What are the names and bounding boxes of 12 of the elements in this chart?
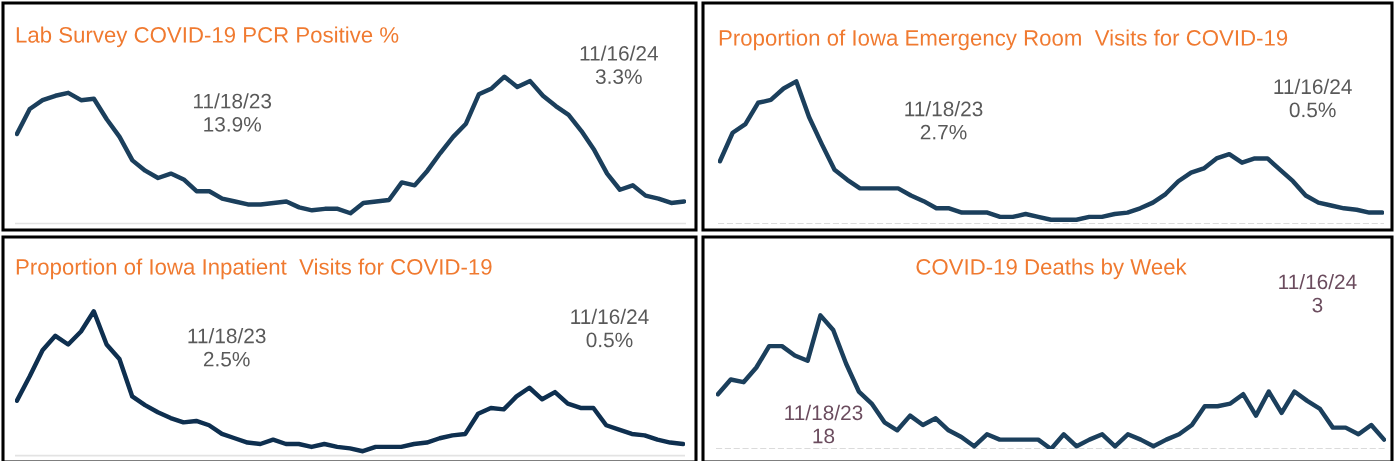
annotation: 11/16/24 3.3% [580,45,658,84]
chart-title: COVID-19 Deaths by Week [916,258,1187,280]
chart-title: Lab Survey COVID-19 PCR Positive % [16,26,399,48]
chart-title: Proportion of Iowa Inpatient Visits for COVID-19 [16,258,492,280]
annotation: 11/18/23 2.7% [905,101,983,140]
annotation: 11/18/23 13.9% [194,93,272,132]
annotation: 11/16/24 0.5% [1274,78,1352,118]
chart-title: Proportion of Iowa Emergency Room Visits for COVID-19 [719,29,1288,51]
annotation: 11/16/24 0.5% [571,308,649,348]
annotation: 11/18/23 2.5% [188,328,266,367]
text: 11/16/24 3 [1279,273,1357,313]
annotation: 11/18/23 18 [785,404,863,444]
